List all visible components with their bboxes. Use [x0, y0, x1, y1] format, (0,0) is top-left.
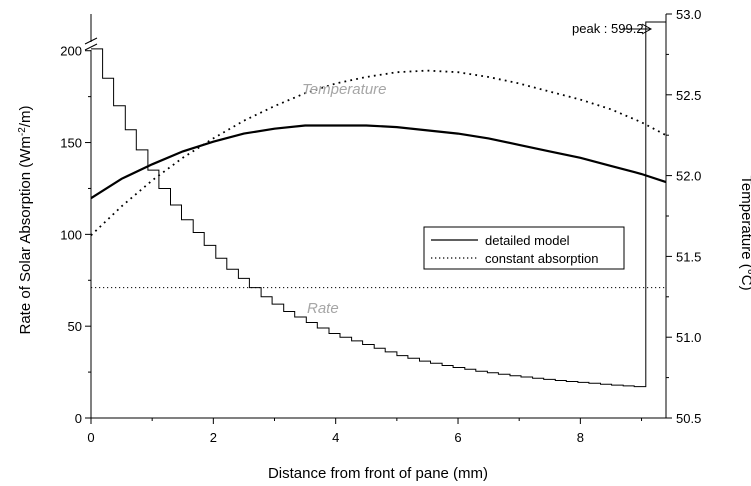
legend: detailed model constant absorption [423, 226, 625, 270]
series-layer [90, 21, 667, 388]
rate-annotation: Rate [307, 300, 339, 317]
x-tick-label: 6 [454, 430, 461, 445]
y-right-tick-label: 50.5 [676, 411, 701, 426]
left-y-axis-title-main: Rate of Solar Absorption (Wm [17, 136, 34, 334]
y-left-tick-label: 100 [60, 227, 82, 242]
left-y-axis-title: Rate of Solar Absorption (Wm-2/m) [17, 106, 35, 335]
y-left-tick-label: 200 [60, 44, 82, 59]
y-right-tick-label: 52.0 [676, 169, 701, 184]
temperature-annotation: Temperature [302, 81, 387, 98]
y-right-tick-label: 53.0 [676, 7, 701, 22]
x-tick-label: 4 [332, 430, 339, 445]
legend-box [423, 226, 625, 270]
y-right-tick-label: 52.5 [676, 88, 701, 103]
peak-arrow-icon [622, 23, 653, 35]
y-left-tick-label: 0 [75, 411, 82, 426]
x-tick-label: 0 [87, 430, 94, 445]
y-left-tick-label: 50 [68, 319, 82, 334]
y-left-ticks: 0 50 100 150 200 [60, 44, 91, 426]
x-tick-label: 8 [577, 430, 584, 445]
x-axis-title: Distance from front of pane (mm) [268, 465, 488, 482]
x-tick-label: 2 [210, 430, 217, 445]
x-ticks: 0 2 4 6 8 [87, 418, 643, 445]
left-y-axis-title-tail: /m) [17, 106, 34, 128]
legend-label-detailed-model: detailed model [485, 233, 570, 248]
series-line-temperature-constant-absorption [90, 69, 667, 237]
y-left-tick-label: 150 [60, 136, 82, 151]
legend-label-constant-absorption: constant absorption [485, 251, 598, 266]
left-y-axis-title-superscript: -2 [17, 127, 28, 136]
peak-annotation: peak : 599.2 [572, 21, 644, 36]
series-line-temperature-detailed-model [90, 124, 667, 200]
right-y-axis-title: Temperature (°C) [738, 175, 751, 290]
y-right-tick-label: 51.0 [676, 330, 701, 345]
y-right-tick-label: 51.5 [676, 249, 701, 264]
series-line-rate-detailed-model [91, 21, 666, 388]
axis-break-marker [84, 37, 98, 51]
y-right-ticks: 50.5 51.0 51.5 52.0 52.5 53.0 [666, 7, 701, 426]
